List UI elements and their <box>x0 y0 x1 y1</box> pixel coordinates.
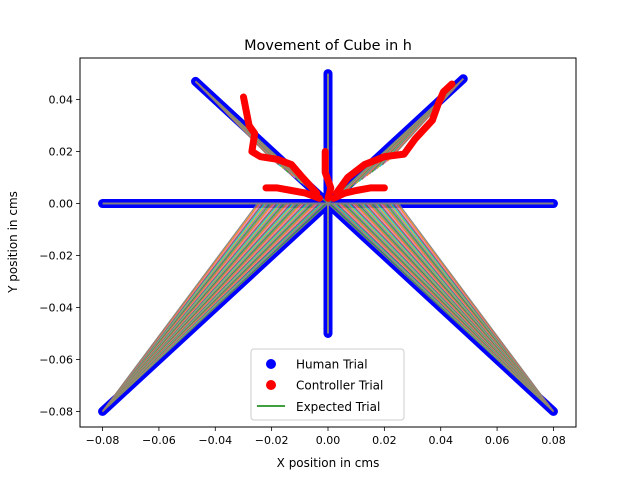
x-tick-label: 0.08 <box>541 434 566 447</box>
controller-trial-path <box>262 184 323 202</box>
controller-trial-path <box>330 184 388 202</box>
controller-trial-path <box>240 93 321 197</box>
x-tick-label: 0.04 <box>428 434 453 447</box>
legend: Human Trial Controller Trial Expected Tr… <box>250 348 405 421</box>
legend-label-human: Human Trial <box>296 358 368 372</box>
x-axis-label: X position in cms <box>277 456 380 470</box>
legend-label-controller: Controller Trial <box>296 379 383 393</box>
y-tick-label: 0.04 <box>49 94 74 107</box>
y-axis-label: Y position in cms <box>6 191 20 294</box>
x-tick-label: −0.02 <box>255 434 289 447</box>
y-tick-label: −0.04 <box>39 301 73 314</box>
x-tick-label: 0.06 <box>485 434 510 447</box>
x-tick-label: −0.06 <box>142 434 176 447</box>
y-tick-label: −0.08 <box>39 405 73 418</box>
legend-marker-controller <box>266 380 276 390</box>
legend-box <box>250 348 405 421</box>
x-tick-label: −0.08 <box>86 434 120 447</box>
x-tick-label: −0.04 <box>198 434 232 447</box>
expected-trial-line <box>389 78 464 160</box>
legend-marker-human <box>266 359 276 369</box>
y-tick-label: 0.02 <box>49 146 74 159</box>
legend-label-expected: Expected Trial <box>296 400 380 414</box>
expected-trial-line <box>397 203 554 412</box>
y-tick-label: −0.06 <box>39 353 73 366</box>
y-axis-ticks: −0.08 −0.06 −0.04 −0.02 0.00 0.02 0.04 <box>39 94 80 418</box>
expected-trial-line <box>195 80 273 160</box>
x-tick-label: 0.00 <box>316 434 341 447</box>
x-tick-label: 0.02 <box>372 434 397 447</box>
plot-layer <box>98 69 558 416</box>
chart-title: Movement of Cube in h <box>244 38 412 54</box>
y-tick-label: 0.00 <box>49 198 74 211</box>
controller-trial-path <box>321 148 335 202</box>
y-tick-label: −0.02 <box>39 249 73 262</box>
series-expected-trial <box>102 73 554 412</box>
expected-trial-line <box>102 203 259 412</box>
controller-trial-path <box>333 80 456 197</box>
series-controller-trial <box>240 80 456 202</box>
x-axis-ticks: −0.08 −0.06 −0.04 −0.02 0.00 0.02 0.04 0.06 0.08 <box>86 427 566 447</box>
